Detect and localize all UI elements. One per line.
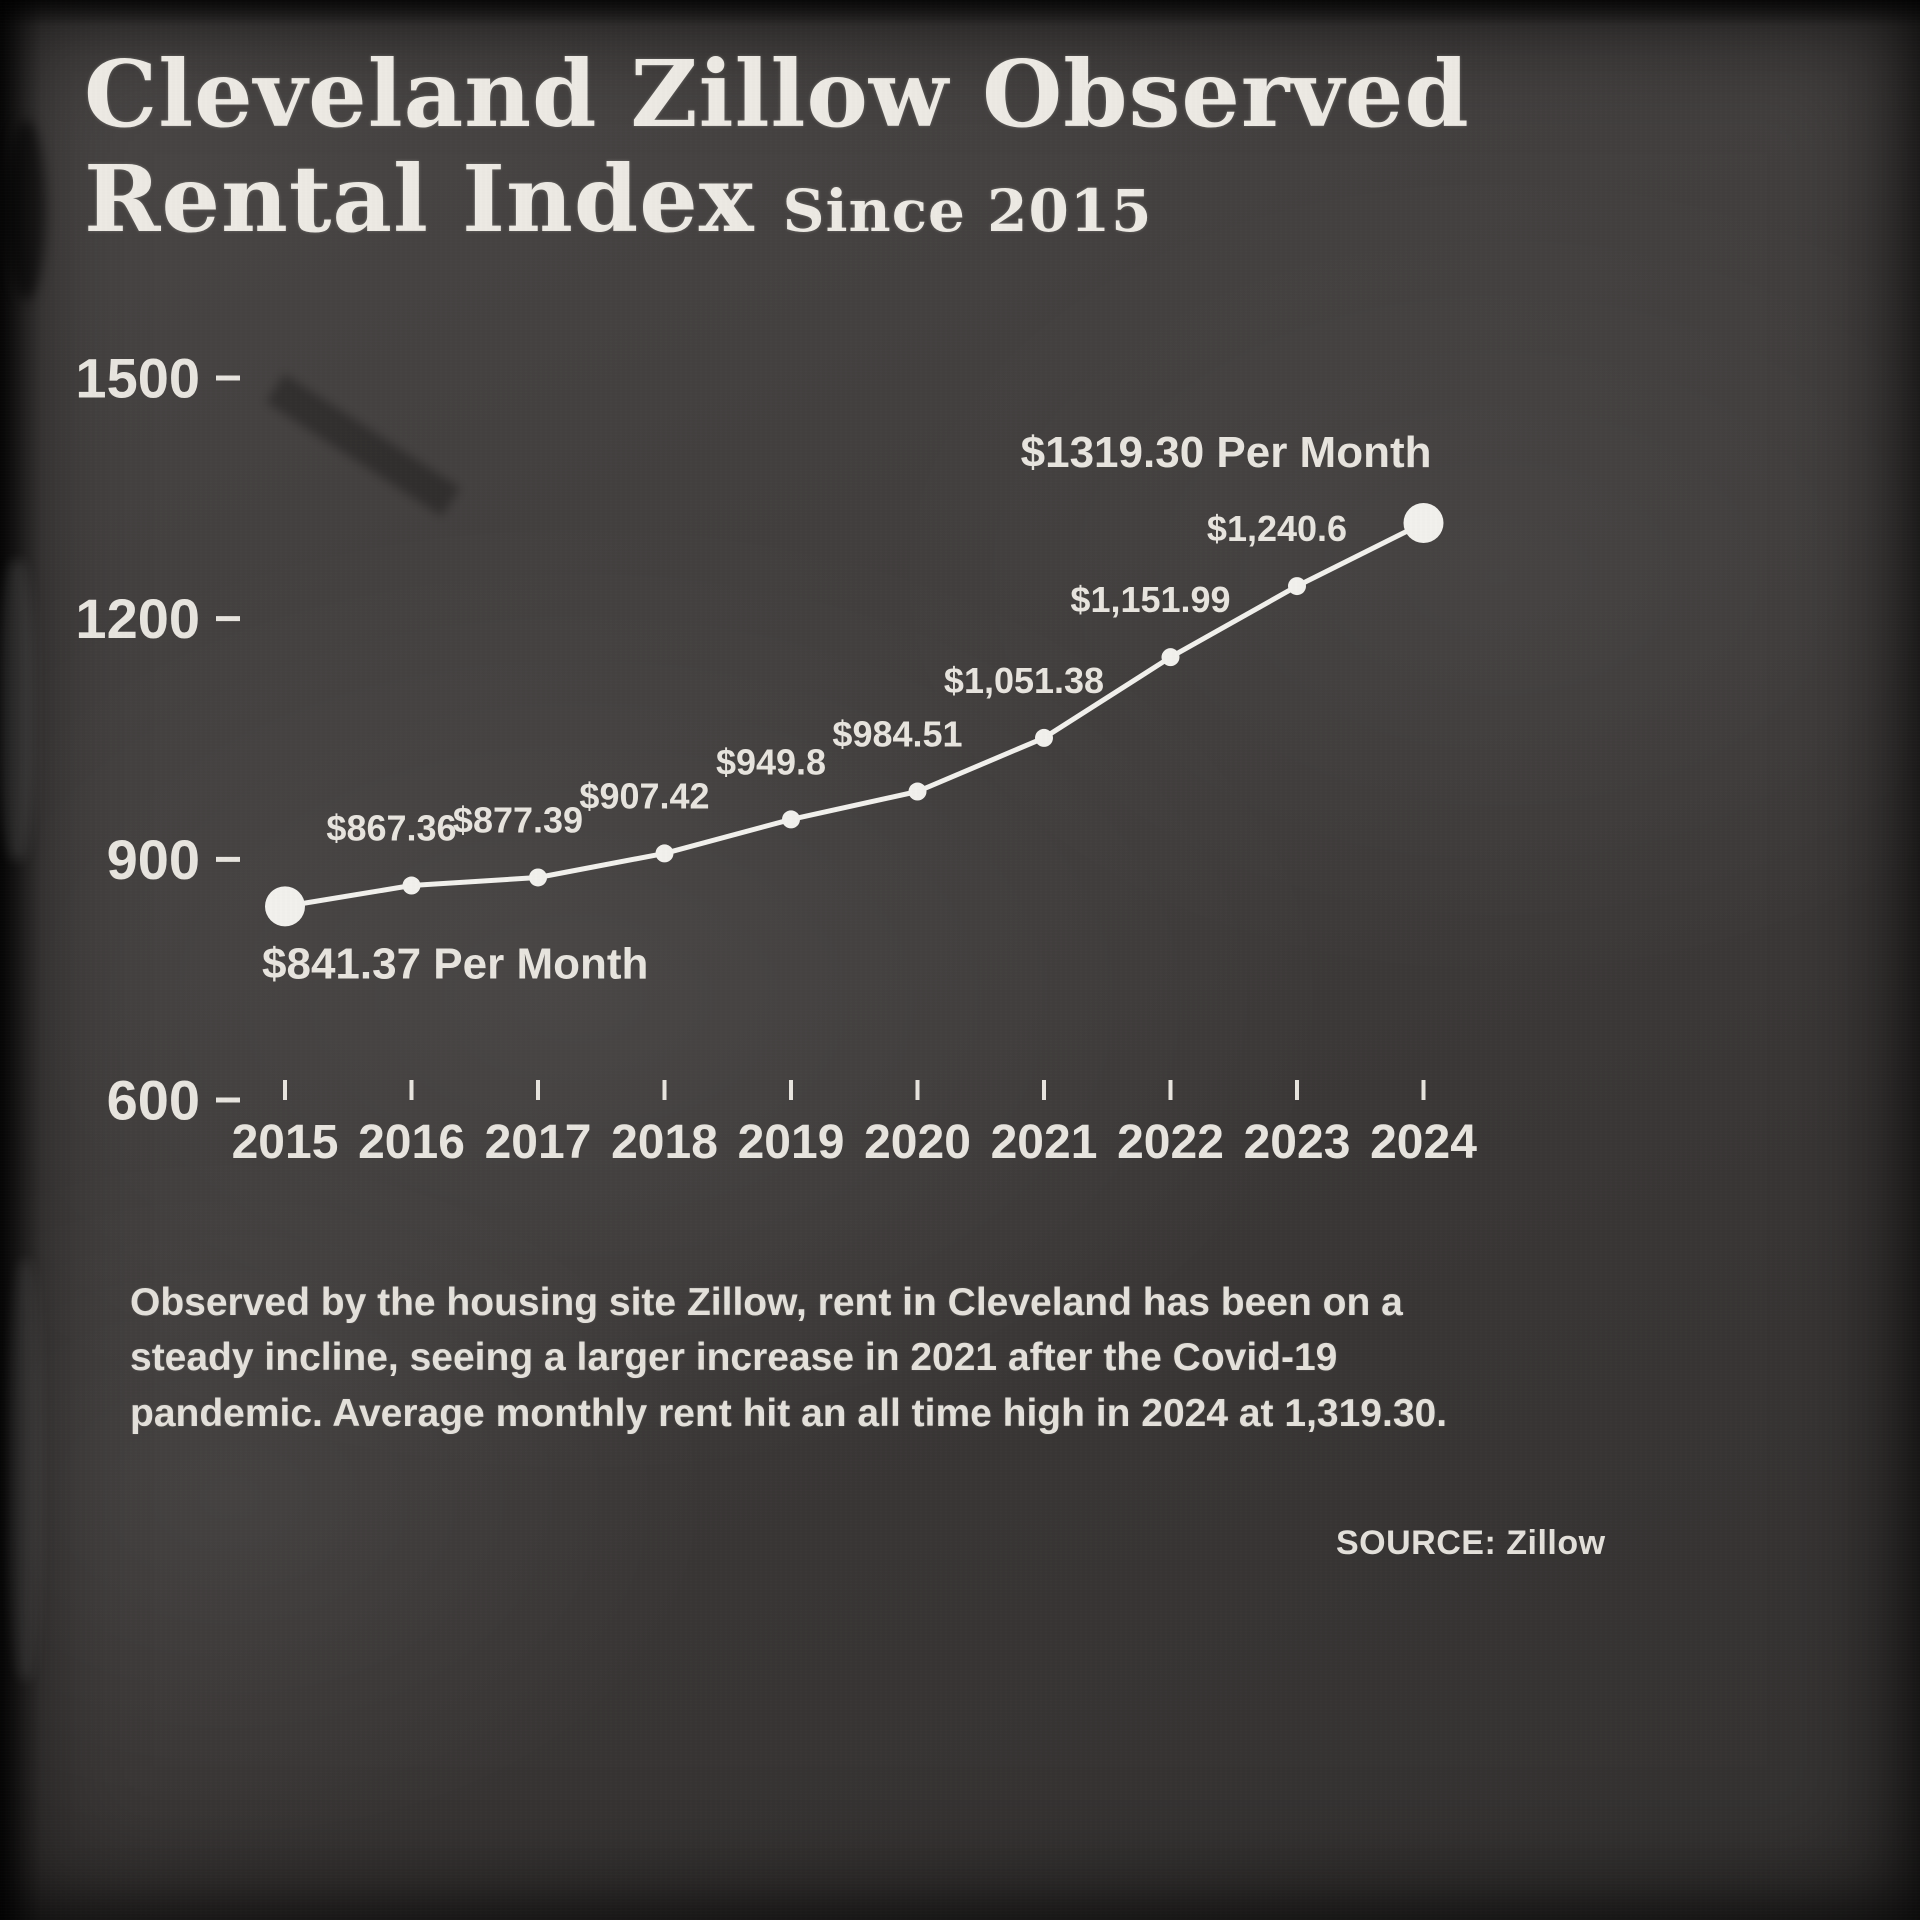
x-tick-label: 2022: [1117, 1116, 1224, 1169]
x-tick-label: 2018: [611, 1116, 718, 1169]
x-axis: 2015 2016 2017 2018 2019 2020 2021 2022 2023 2024: [232, 1080, 1477, 1169]
data-point-2017: [529, 868, 547, 887]
x-tick-label: 2021: [991, 1116, 1098, 1169]
chart-caption: Observed by the housing site Zillow, ren…: [130, 1281, 1448, 1435]
point-value-label: $867.36: [326, 808, 456, 849]
data-point-2020: [908, 782, 927, 801]
x-tick-label: 2019: [738, 1116, 845, 1169]
data-point-2022: [1161, 648, 1180, 667]
title-line-2-text: Rental Index: [84, 144, 755, 253]
y-axis: 1500 1200 900 600: [75, 347, 240, 1132]
data-point-2015: [265, 886, 305, 927]
title-line-2: Rental Index Since 2015: [84, 144, 1684, 253]
point-value-label: $877.39: [453, 799, 583, 840]
x-tick-label: 2024: [1370, 1116, 1477, 1169]
point-value-label: $1,051.38: [944, 660, 1104, 701]
source-credit: SOURCE: Zillow: [1336, 1524, 1606, 1562]
point-value-label: $949.8: [716, 741, 826, 782]
y-tick-label: 1200: [75, 587, 200, 650]
point-value-label: $907.42: [579, 775, 709, 816]
y-tick-label: 900: [107, 828, 200, 891]
page-title: Cleveland Zillow Observed Rental Index Si…: [84, 42, 1684, 252]
point-value-label: $1,240.6: [1207, 508, 1347, 549]
title-suffix: Since 2015: [782, 176, 1153, 245]
data-point-2024: [1403, 502, 1444, 543]
title-line-1: Cleveland Zillow Observed: [84, 40, 1470, 148]
y-tick-label: 1500: [75, 347, 200, 410]
last-point-callout: $1319.30 Per Month: [1021, 428, 1432, 477]
x-tick-label: 2023: [1244, 1116, 1351, 1169]
data-points: [265, 502, 1444, 927]
point-value-label: $984.51: [832, 714, 962, 755]
x-tick-label: 2017: [485, 1116, 592, 1169]
y-tick-label: 600: [107, 1069, 200, 1132]
trend-line: [282, 520, 1426, 909]
x-tick-label: 2015: [232, 1116, 339, 1169]
data-point-2018: [655, 844, 674, 863]
data-point-2021: [1035, 728, 1053, 747]
x-tick-label: 2020: [864, 1116, 971, 1169]
point-labels: $867.36$877.39$907.42$949.8$984.51 $1,051…: [262, 428, 1432, 988]
point-value-label: $1,151.99: [1070, 579, 1230, 620]
data-point-2019: [782, 810, 800, 829]
first-point-callout: $841.37 Per Month: [262, 939, 648, 988]
data-point-2016: [402, 876, 421, 895]
data-point-2023: [1288, 577, 1306, 596]
x-tick-label: 2016: [358, 1116, 465, 1169]
